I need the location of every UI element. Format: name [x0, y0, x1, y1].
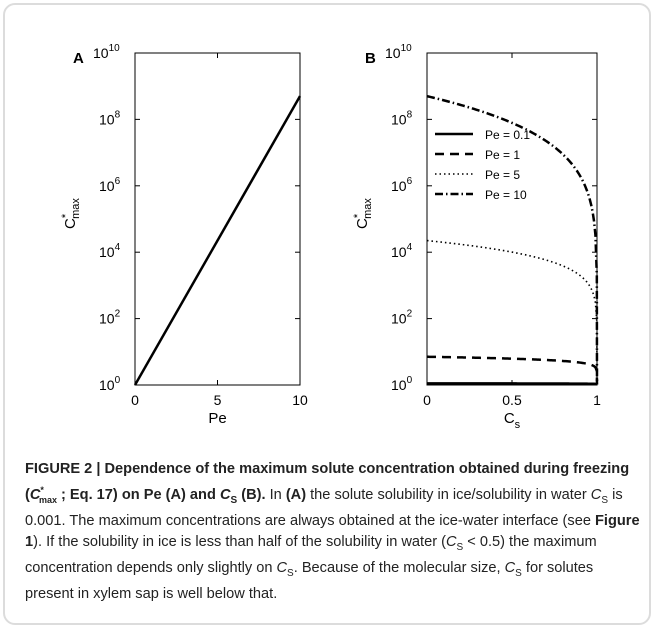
y-tick-label: 100 [391, 375, 413, 393]
series-line [426, 355, 599, 385]
series-line [133, 95, 302, 386]
caption-heading: FIGURE 2 | Dependence of the maximum sol… [25, 461, 630, 506]
y-tick-label: 102 [391, 309, 413, 327]
figure-caption: FIGURE 2 | Dependence of the maximum sol… [25, 461, 640, 602]
y-tick-label: 102 [99, 309, 121, 327]
legend-label: Pe = 10 [485, 188, 527, 202]
axes-frame [426, 52, 598, 386]
y-tick-label: 108 [391, 109, 413, 127]
y-axis-label: C*max [352, 198, 374, 229]
legend-label: Pe = 1 [485, 148, 520, 162]
legend-label: Pe = 0.1 [485, 128, 530, 142]
x-tick-label: 1 [593, 392, 601, 408]
y-tick-label: 108 [99, 109, 121, 127]
panel-a: A 100 102 104 106 108 1010 0 5 10 C*max Pe [60, 43, 308, 427]
x-axis-label: Pe [208, 410, 226, 427]
y-tick-label: 1010 [385, 43, 412, 61]
series-line [426, 382, 599, 386]
y-tick-label: 106 [391, 176, 413, 194]
x-tick-label: 10 [292, 392, 308, 408]
panel-label: B [365, 50, 376, 67]
panel-b: B 100 102 104 106 108 1010 0 0.5 1 C*max Cs Pe = 0.1… [352, 43, 601, 431]
figure-frame: A 100 102 104 106 108 1010 0 5 10 C*max Pe B 100 102 1… [3, 3, 651, 625]
x-tick-label: 5 [214, 392, 222, 408]
x-tick-label: 0.5 [502, 392, 522, 408]
panel-label: A [73, 50, 84, 67]
y-tick-label: 100 [99, 375, 121, 393]
legend-label: Pe = 5 [485, 168, 520, 182]
y-tick-label: 106 [99, 176, 121, 194]
x-tick-label: 0 [423, 392, 431, 408]
series-line [426, 239, 598, 385]
x-axis-label: Cs [504, 410, 521, 431]
y-tick-label: 104 [99, 242, 121, 260]
series-line [426, 94, 599, 385]
x-tick-label: 0 [131, 392, 139, 408]
y-tick-label: 104 [391, 242, 413, 260]
y-tick-label: 1010 [93, 43, 120, 61]
y-axis-label: C*max [60, 198, 82, 229]
axes-frame [134, 52, 301, 386]
